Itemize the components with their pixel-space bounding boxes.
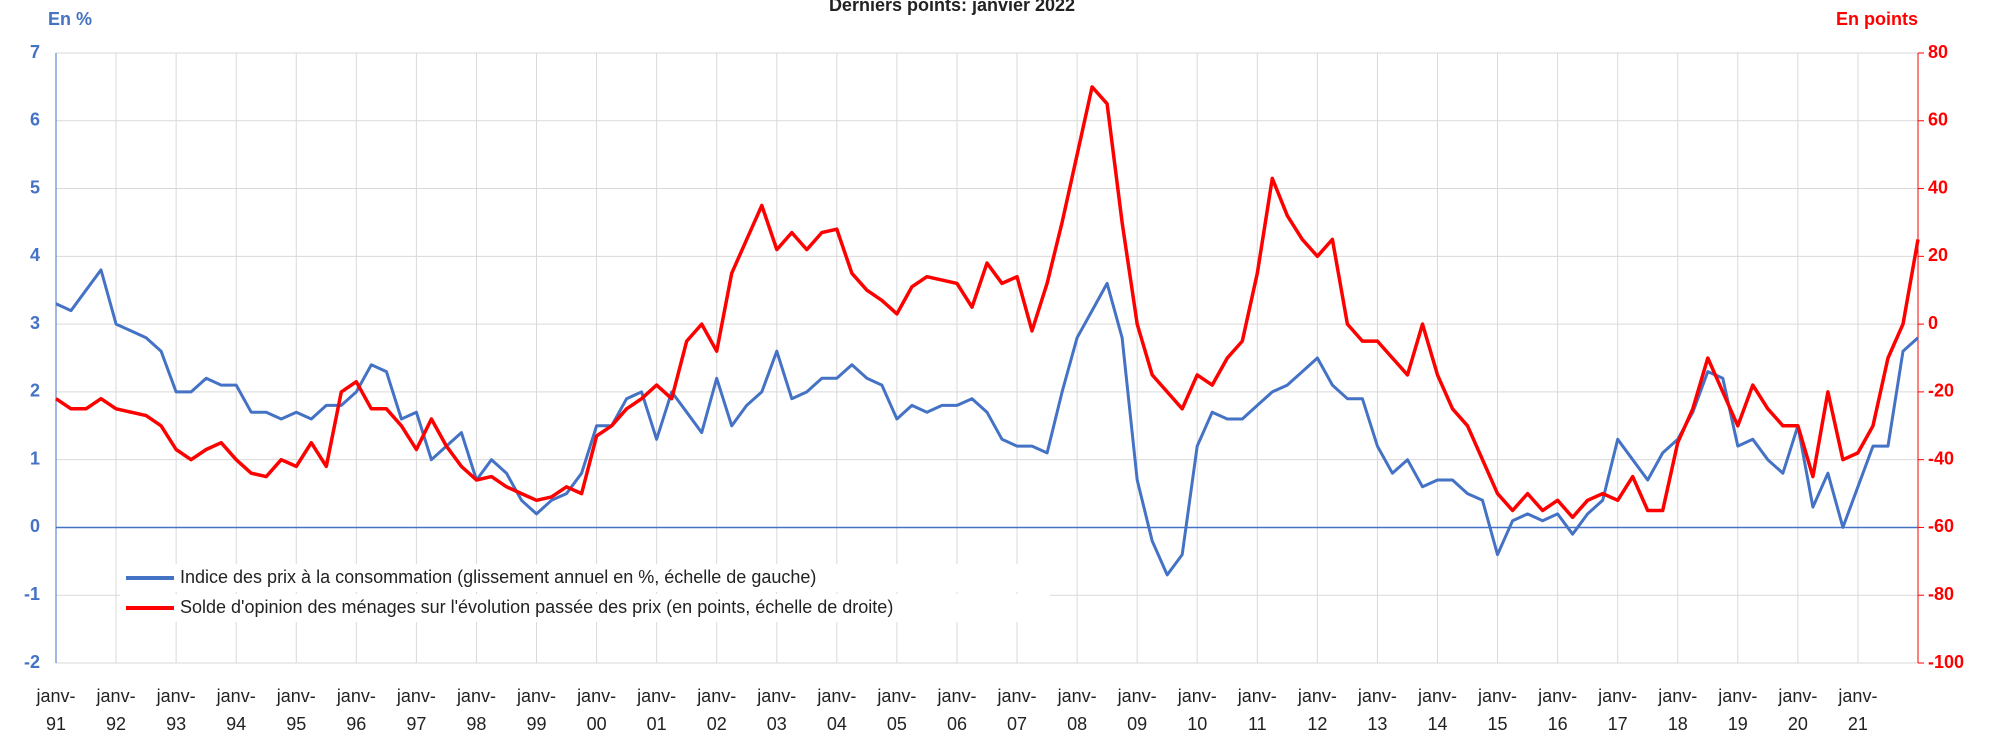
y-tick-label: 2 — [30, 381, 40, 401]
x-tick-label: janv-05 — [876, 686, 916, 734]
x-tick-label: janv-96 — [336, 686, 376, 734]
x-tick-label: janv-03 — [756, 686, 796, 734]
x-tick-label: janv-11 — [1237, 686, 1277, 734]
y-tick-label: 0 — [30, 516, 40, 536]
y2-tick-label: 80 — [1928, 42, 1948, 62]
x-tick-label: janv-01 — [636, 686, 676, 734]
y2-tick-label: 60 — [1928, 110, 1948, 130]
y2-tick-label: 20 — [1928, 245, 1948, 265]
legend-bg — [120, 564, 1050, 592]
x-tick-label: janv-98 — [456, 686, 496, 734]
x-tick-label: janv-20 — [1777, 686, 1817, 734]
x-tick-label: janv-07 — [997, 686, 1037, 734]
y-tick-label: 6 — [30, 110, 40, 130]
x-tick-label: janv-12 — [1297, 686, 1337, 734]
legend-label: Indice des prix à la consommation (gliss… — [180, 567, 816, 587]
legend-label: Solde d'opinion des ménages sur l'évolut… — [180, 597, 893, 617]
x-tick-label: janv-95 — [276, 686, 316, 734]
y-tick-label: -1 — [24, 584, 40, 604]
y2-axis-label: En points — [1836, 9, 1918, 29]
x-tick-label: janv-18 — [1657, 686, 1697, 734]
x-tick-label: janv-99 — [516, 686, 556, 734]
series-line — [55, 268, 1920, 577]
x-tick-label: janv-15 — [1477, 686, 1517, 734]
y-tick-label: 3 — [30, 313, 40, 333]
x-tick-label: janv-19 — [1717, 686, 1757, 734]
x-tick-label: janv-04 — [816, 686, 856, 734]
x-tick-label: janv-02 — [696, 686, 736, 734]
series-line — [55, 85, 1920, 520]
x-tick-label: janv-93 — [156, 686, 196, 734]
x-tick-label: janv-09 — [1117, 686, 1157, 734]
legend-bg — [120, 594, 1050, 622]
y-tick-label: -2 — [24, 652, 40, 672]
x-tick-label: janv-91 — [35, 686, 75, 734]
y-tick-label: 5 — [30, 177, 40, 197]
x-tick-label: janv-16 — [1537, 686, 1577, 734]
y-axis-label: En % — [48, 9, 92, 29]
y2-tick-label: -100 — [1928, 652, 1964, 672]
y2-tick-label: -80 — [1928, 584, 1954, 604]
y2-tick-label: -60 — [1928, 516, 1954, 536]
x-tick-label: janv-06 — [936, 686, 976, 734]
x-tick-label: janv-21 — [1837, 686, 1877, 734]
y2-tick-label: 0 — [1928, 313, 1938, 333]
x-tick-label: janv-92 — [96, 686, 136, 734]
y2-tick-label: -40 — [1928, 448, 1954, 468]
y-tick-label: 1 — [30, 448, 40, 468]
x-tick-label: janv-17 — [1597, 686, 1637, 734]
chart-title: Derniers points: janvier 2022 — [829, 0, 1075, 15]
x-tick-label: janv-14 — [1417, 686, 1457, 734]
x-tick-label: janv-97 — [396, 686, 436, 734]
y-tick-label: 7 — [30, 42, 40, 62]
x-tick-label: janv-00 — [576, 686, 616, 734]
x-tick-label: janv-08 — [1057, 686, 1097, 734]
x-tick-label: janv-10 — [1177, 686, 1217, 734]
x-tick-label: janv-13 — [1357, 686, 1397, 734]
y2-tick-label: 40 — [1928, 177, 1948, 197]
y-tick-label: 4 — [30, 245, 40, 265]
x-tick-label: janv-94 — [216, 686, 256, 734]
y2-tick-label: -20 — [1928, 381, 1954, 401]
